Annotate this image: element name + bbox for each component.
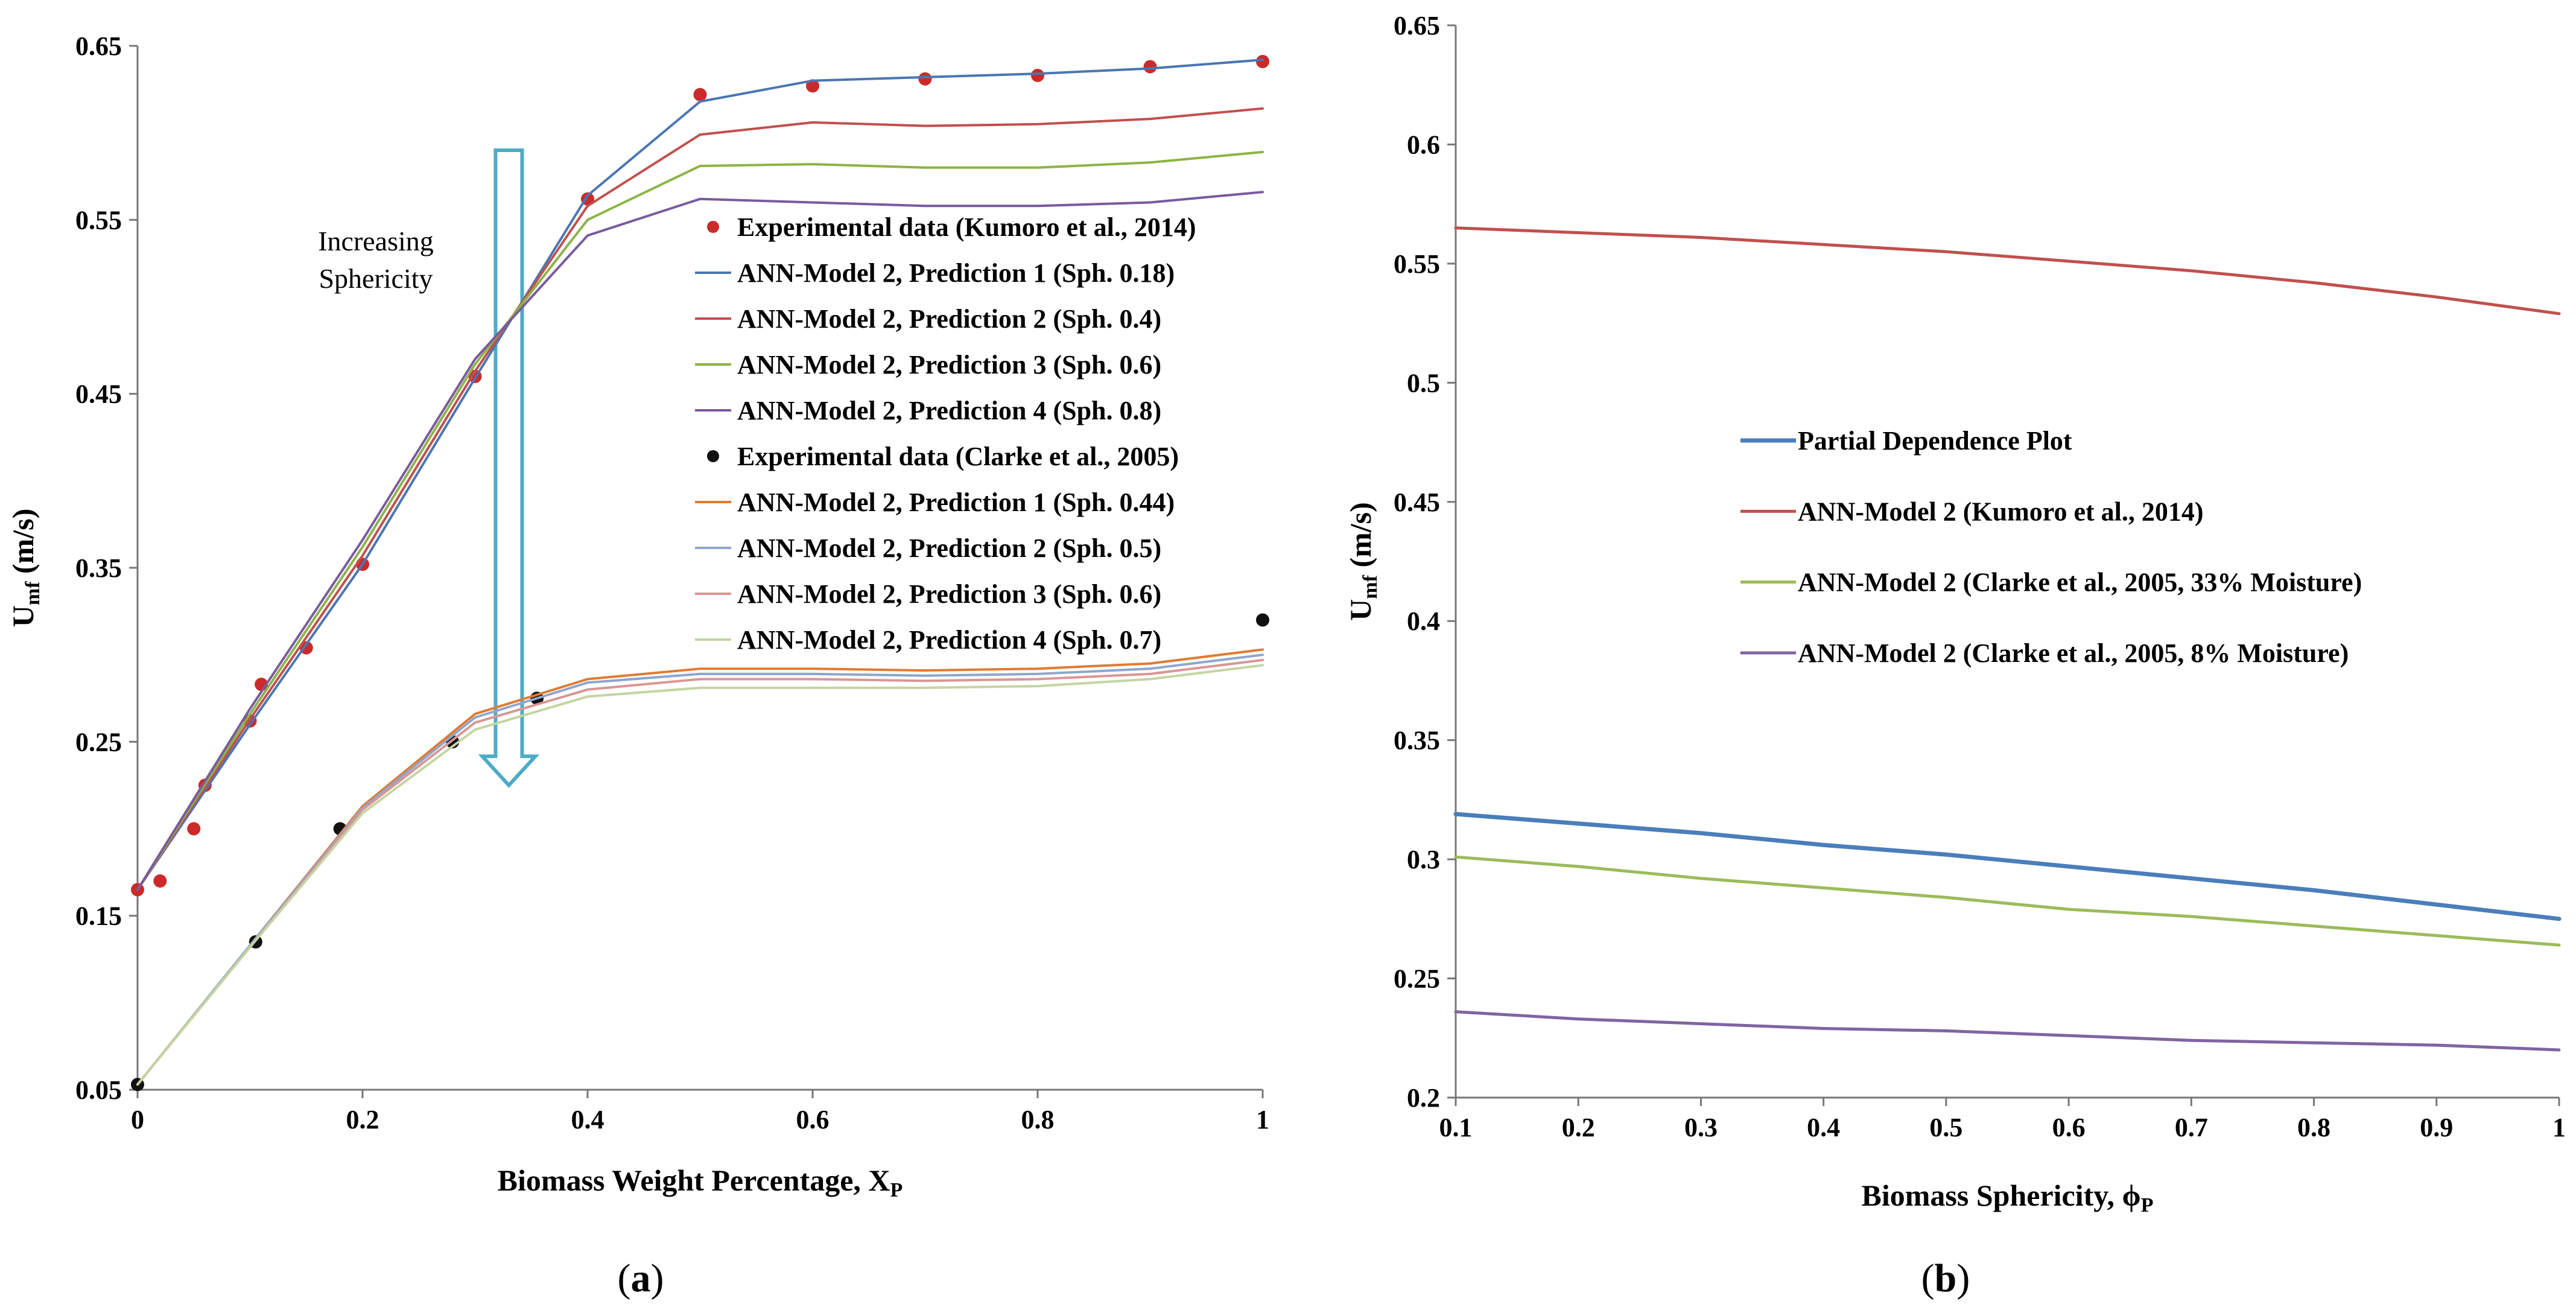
series-line-5 bbox=[136, 191, 1264, 891]
x-axis-title-subscript: P bbox=[890, 1179, 903, 1201]
annotation-line-1: Increasing bbox=[318, 226, 434, 256]
y-axis-title-unit: (m/s) bbox=[1344, 502, 1377, 575]
y-tick-label: 0.6 bbox=[1407, 130, 1440, 159]
x-tick-label: 1 bbox=[1256, 1105, 1269, 1134]
legend-label: ANN-Model 2, Prediction 1 (Sph. 0.18) bbox=[737, 258, 1175, 288]
x-tick-label: 0.8 bbox=[2297, 1113, 2330, 1142]
legend-label: ANN-Model 2 (Kumoro et al., 2014) bbox=[1798, 497, 2204, 526]
y-tick-label: 0.2 bbox=[1407, 1083, 1440, 1113]
y-tick-label: 0.4 bbox=[1407, 606, 1440, 636]
data-point bbox=[153, 874, 167, 888]
panel-label-close-paren: ) bbox=[651, 1256, 664, 1300]
x-tick-label: 0.9 bbox=[2420, 1113, 2453, 1142]
y-tick-label: 0.45 bbox=[1394, 488, 1440, 517]
y-tick-label: 0.65 bbox=[75, 31, 122, 61]
legend-label: ANN-Model 2, Prediction 1 (Sph. 0.44) bbox=[737, 488, 1175, 517]
data-point bbox=[1256, 54, 1269, 68]
x-axis-title: Biomass Sphericity, ϕP bbox=[1862, 1178, 2154, 1216]
panel-label-open-paren: ( bbox=[618, 1256, 631, 1300]
panel-label: (b) bbox=[1921, 1256, 1970, 1300]
increasing-sphericity-arrow bbox=[478, 148, 540, 788]
series-line-3 bbox=[1454, 855, 2561, 947]
series-line-4 bbox=[1454, 1010, 2561, 1052]
legend-marker bbox=[707, 450, 719, 462]
x-tick-label: 0.1 bbox=[1439, 1113, 1473, 1142]
panel-label-letter: b bbox=[1935, 1256, 1957, 1300]
data-point bbox=[1256, 613, 1269, 627]
y-axis-title: Umf (m/s) bbox=[6, 509, 44, 628]
legend-label: ANN-Model 2 (Clarke et al., 2005, 8% Moi… bbox=[1798, 638, 2349, 668]
series-line-3 bbox=[136, 107, 1264, 891]
y-tick-label: 0.25 bbox=[1394, 964, 1440, 994]
y-tick-label: 0.35 bbox=[75, 553, 122, 583]
legend-label: Experimental data (Clarke et al., 2005) bbox=[737, 442, 1179, 471]
y-tick-label: 0.3 bbox=[1407, 845, 1440, 874]
data-point bbox=[187, 822, 201, 836]
x-tick-label: 0 bbox=[131, 1105, 144, 1134]
data-point bbox=[1031, 69, 1044, 83]
series-line-8 bbox=[136, 653, 1264, 1086]
legend-label: ANN-Model 2, Prediction 4 (Sph. 0.7) bbox=[737, 625, 1161, 655]
legend-label: ANN-Model 2, Prediction 2 (Sph. 0.4) bbox=[737, 304, 1161, 334]
series-line-4 bbox=[136, 150, 1264, 891]
x-tick-label: 0.6 bbox=[796, 1105, 830, 1134]
legend-label: Partial Dependence Plot bbox=[1798, 426, 2072, 456]
y-tick-label: 0.35 bbox=[1394, 726, 1440, 755]
x-tick-label: 0.7 bbox=[2175, 1113, 2208, 1142]
series-line-2 bbox=[1454, 226, 2561, 316]
legend-label: Experimental data (Kumoro et al., 2014) bbox=[737, 212, 1196, 242]
data-point bbox=[918, 72, 932, 86]
legend-label: ANN-Model 2, Prediction 2 (Sph. 0.5) bbox=[737, 533, 1161, 563]
x-tick-label: 0.4 bbox=[571, 1105, 604, 1134]
chart-panel-b: 0.20.250.30.350.40.450.50.550.60.650.1 0.… bbox=[1344, 11, 2566, 1300]
x-axis-title: Biomass Weight Percentage, XP bbox=[498, 1163, 903, 1201]
x-tick-label: 0.5 bbox=[1929, 1113, 1962, 1142]
x-axis-title-text: Biomass Sphericity, ϕ bbox=[1862, 1178, 2141, 1212]
legend-label: ANN-Model 2, Prediction 4 (Sph. 0.8) bbox=[737, 396, 1161, 425]
panel-label: (a) bbox=[618, 1256, 664, 1300]
panel-label-close-paren: ) bbox=[1956, 1256, 1970, 1300]
legend-marker bbox=[707, 221, 719, 233]
data-point bbox=[806, 79, 819, 93]
y-axis-title-subscript: mf bbox=[22, 581, 44, 605]
legend-label: ANN-Model 2, Prediction 3 (Sph. 0.6) bbox=[737, 350, 1161, 380]
legend-label: ANN-Model 2 (Clarke et al., 2005, 33% Mo… bbox=[1798, 568, 2362, 597]
x-tick-label: 0.2 bbox=[1562, 1113, 1595, 1142]
x-axis-title-text: Biomass Weight Percentage, X bbox=[498, 1163, 890, 1197]
y-tick-label: 0.45 bbox=[75, 380, 122, 409]
x-tick-label: 0.6 bbox=[2052, 1113, 2086, 1142]
y-axis-title-subscript: mf bbox=[1359, 574, 1382, 599]
y-tick-label: 0.5 bbox=[1407, 368, 1440, 398]
x-axis-title-subscript: P bbox=[2141, 1194, 2154, 1216]
x-tick-label: 1 bbox=[2552, 1113, 2566, 1142]
y-axis-title-text: U bbox=[1344, 599, 1377, 621]
panel-label-open-paren: ( bbox=[1921, 1256, 1935, 1300]
x-tick-label: 0.4 bbox=[1807, 1113, 1840, 1142]
y-axis-title-unit: (m/s) bbox=[6, 509, 40, 582]
chart-panel-a: 0.05 0.15 0.25 0.35 0.45 0.55 0.65 0 0.2 0.4 0.6 0.… bbox=[6, 31, 1269, 1300]
y-axis-title-text: U bbox=[6, 605, 40, 627]
y-tick-label: 0.25 bbox=[75, 727, 122, 757]
data-point bbox=[1143, 60, 1157, 74]
data-point bbox=[693, 87, 707, 101]
panel-label-letter: a bbox=[631, 1256, 651, 1300]
y-tick-label: 0.65 bbox=[1394, 11, 1440, 40]
x-tick-label: 0.2 bbox=[346, 1105, 379, 1134]
y-tick-label: 0.05 bbox=[75, 1075, 122, 1105]
y-tick-label: 0.55 bbox=[1394, 249, 1440, 279]
x-tick-label: 0.3 bbox=[1684, 1113, 1718, 1142]
series-line-7 bbox=[136, 648, 1264, 1086]
legend-label: ANN-Model 2, Prediction 3 (Sph. 0.6) bbox=[737, 579, 1161, 609]
series-line-1 bbox=[1453, 812, 2562, 921]
x-tick-label: 0.8 bbox=[1021, 1105, 1055, 1134]
series-line-2 bbox=[136, 59, 1264, 891]
series-line-10 bbox=[136, 664, 1264, 1086]
y-tick-label: 0.15 bbox=[75, 901, 122, 931]
annotation-line-2: Sphericity bbox=[319, 263, 433, 294]
y-axis-title: Umf (m/s) bbox=[1344, 502, 1382, 621]
series-line-9 bbox=[136, 658, 1264, 1086]
y-tick-label: 0.55 bbox=[75, 205, 122, 235]
